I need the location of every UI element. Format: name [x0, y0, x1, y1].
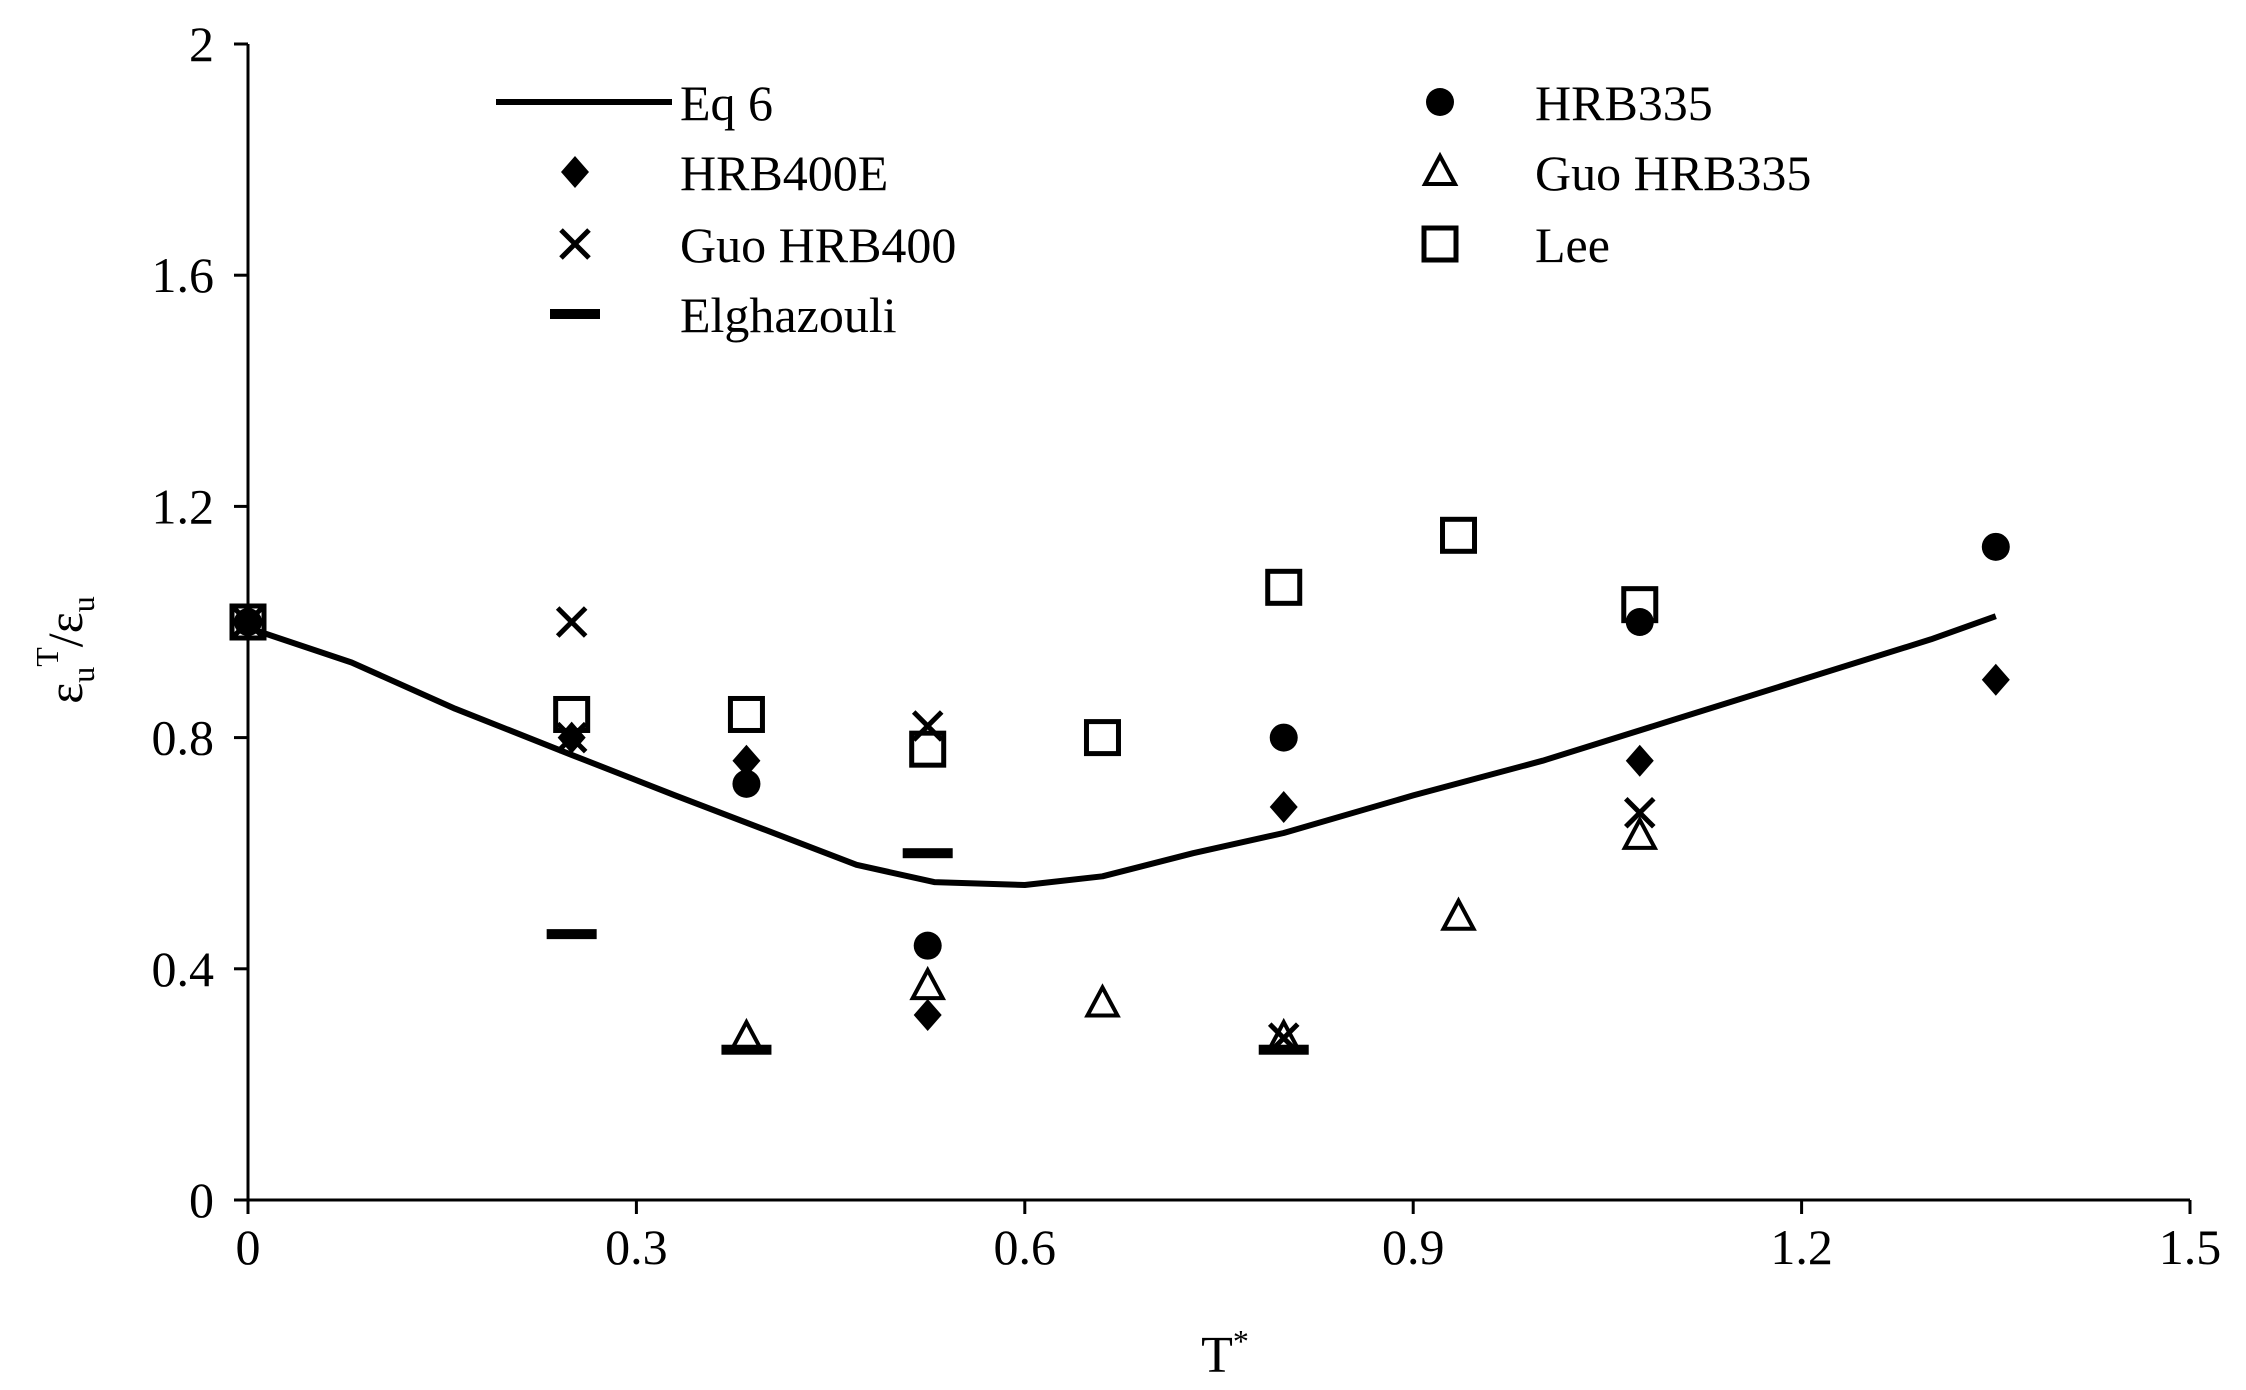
guo-hrb335-point: [1621, 815, 1659, 850]
legend-label: Lee: [1535, 217, 1610, 273]
x-tick-label: 0.6: [994, 1219, 1057, 1275]
elghazouli-point: [902, 848, 953, 859]
y-tick-label: 0.8: [152, 710, 215, 766]
y-tick-label: 0.4: [152, 941, 215, 997]
hrb335-point: [913, 931, 942, 960]
y-tick-label: 0: [189, 1172, 214, 1228]
x-tick-label: 0: [236, 1219, 261, 1275]
legend-item-hrb335: HRB335: [1426, 75, 1713, 131]
legend-marker-lee: [1421, 225, 1459, 263]
series-hrb335: [234, 532, 2010, 960]
hrb400e-point: [732, 744, 761, 777]
legend-item-guo-hrb335: Guo HRB335: [1421, 145, 1811, 201]
guo-hrb335-point: [1440, 896, 1477, 931]
legend-marker-guo-hrb335: [1421, 151, 1459, 186]
x-axis-label: T*: [1201, 1323, 1249, 1384]
hrb335-point: [732, 769, 761, 798]
legend-label: Eq 6: [680, 75, 773, 131]
hrb335-point: [1981, 532, 2010, 561]
legend-marker-hrb335: [1426, 88, 1454, 116]
hrb335-point: [1625, 608, 1654, 636]
legend-label: Guo HRB400: [680, 217, 956, 273]
legend-label: Elghazouli: [680, 287, 897, 343]
guo-hrb335-point: [1084, 983, 1121, 1018]
hrb335-point: [1269, 723, 1298, 752]
legend-marker-guo-hrb400: [559, 228, 591, 260]
guo-hrb400-point: [555, 721, 588, 754]
guo-hrb335-point: [1265, 1017, 1303, 1053]
series-layer: [229, 516, 2010, 1055]
legend-item-guo-hrb400: Guo HRB400: [559, 217, 956, 273]
guo-hrb400-point: [1267, 1022, 1300, 1054]
guo-hrb400-point: [1624, 796, 1656, 829]
legend-label: HRB400E: [680, 145, 888, 201]
hrb400e-point: [913, 999, 942, 1032]
eq6-curve: [233, 613, 1997, 888]
axes: [234, 42, 2192, 1214]
legend-item-elghazouli: Elghazouli: [550, 287, 897, 343]
lee-point: [1440, 516, 1478, 554]
x-tick-label: 0.9: [1382, 1219, 1445, 1275]
hrb335-point: [234, 608, 262, 636]
hrb400e-point: [1981, 663, 2010, 696]
lee-point: [1083, 719, 1121, 757]
legend-item-eq-6: Eq 6: [496, 75, 773, 131]
lee-point: [909, 730, 947, 768]
series-guo-hrb400: [232, 606, 1656, 1054]
legend-label: Guo HRB335: [1535, 145, 1811, 201]
x-tick-label: 1.5: [2159, 1219, 2222, 1275]
series-lee: [229, 516, 1659, 768]
x-tick-label: 0.3: [605, 1219, 668, 1275]
legend: Eq 6 HRB400E Guo HRB400 Elghazouli HRB335 Guo…: [496, 75, 1811, 343]
legend-item-hrb400e: HRB400E: [561, 145, 888, 201]
guo-hrb400-point: [555, 606, 588, 638]
y-tick-label: 2: [189, 16, 214, 72]
guo-hrb400-point: [911, 710, 944, 742]
guo-hrb335-point: [909, 965, 947, 1001]
legend-marker-hrb400e: [561, 156, 589, 188]
y-tick-label: 1.2: [152, 478, 215, 534]
guo-hrb335-point: [728, 1017, 765, 1053]
y-tick-label: 1.6: [152, 247, 215, 303]
series-eq-6: [233, 613, 1997, 888]
lee-point: [1265, 568, 1303, 606]
series-guo-hrb335: [728, 815, 1659, 1053]
x-tick-label: 1.2: [1770, 1219, 1833, 1275]
hrb400e-point: [1625, 744, 1654, 777]
tick-labels: 0 0.3 0.6 0.9 1.2 1.5 0 0.4 0.8 1.2 1.6 2: [152, 16, 2222, 1275]
hrb400e-point: [1269, 790, 1298, 823]
y-axis-label: εuT/εu: [29, 596, 101, 703]
series-hrb400e: [234, 606, 2010, 1032]
legend-item-lee: Lee: [1421, 217, 1610, 273]
lee-point: [727, 695, 765, 733]
legend-label: HRB335: [1535, 75, 1713, 131]
elghazouli-point: [546, 929, 597, 940]
legend-marker-elghazouli: [550, 309, 600, 319]
